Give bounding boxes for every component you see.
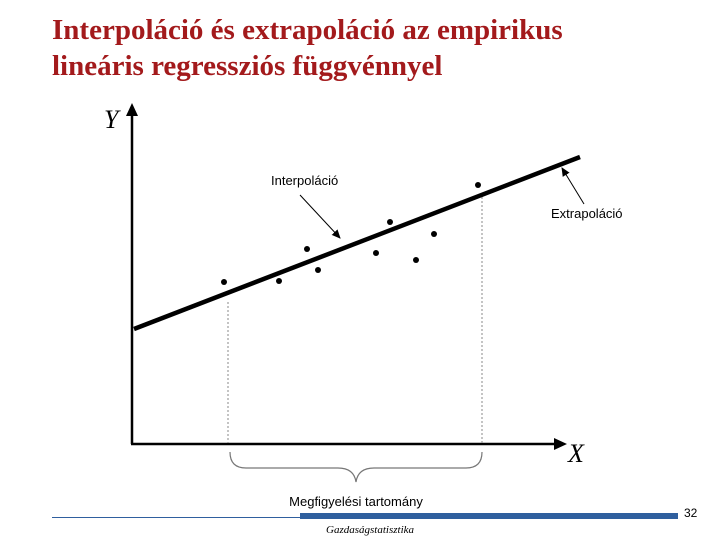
x-axis-label: X (567, 439, 585, 468)
y-axis-arrow-icon (126, 103, 138, 116)
observation-range-brace (229, 451, 483, 483)
data-point (221, 279, 227, 285)
data-point (276, 278, 282, 284)
slide-title: Interpoláció és extrapoláció az empiriku… (52, 12, 692, 84)
data-point (431, 231, 437, 237)
page-number: 32 (684, 506, 698, 520)
slide-title-line-2: lineáris regressziós függvénnyel (52, 50, 443, 82)
data-point (315, 267, 321, 273)
x-axis-arrow-icon (554, 438, 567, 450)
data-point (304, 246, 310, 252)
y-axis-label: Y (104, 105, 121, 134)
data-point (475, 182, 481, 188)
extrapolation-pointer (561, 167, 585, 205)
data-point (413, 257, 419, 263)
footer-caption: Gazdaságstatisztika (326, 524, 415, 536)
interpolation-label: Interpoláció (271, 173, 338, 188)
footer-accent-bar (300, 513, 678, 519)
observation-points (221, 182, 481, 285)
observation-range-label: Megfigyelési tartomány (289, 494, 423, 509)
slide-title-line-1: Interpoláció és extrapoláció az empiriku… (52, 14, 563, 46)
data-point (387, 219, 393, 225)
data-point (373, 250, 379, 256)
regression-line (133, 154, 581, 332)
footer-rule (52, 517, 300, 518)
extrapolation-label: Extrapoláció (551, 206, 623, 221)
interpolation-pointer (299, 194, 341, 239)
